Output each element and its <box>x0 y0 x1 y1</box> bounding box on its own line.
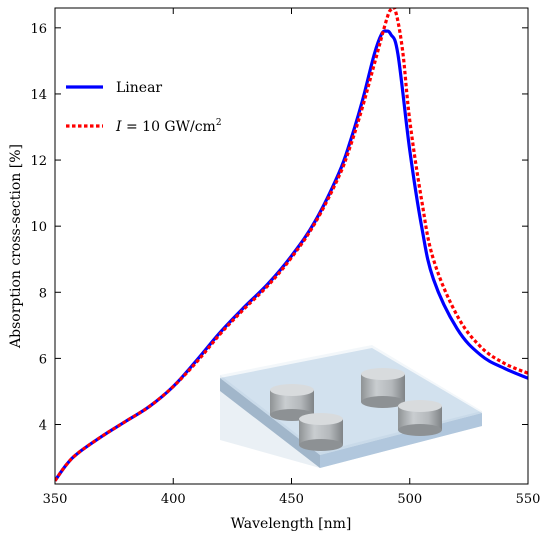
legend-label-linear: Linear <box>116 80 162 96</box>
y-tick-label: 14 <box>30 88 47 103</box>
y-tick-label: 12 <box>30 154 47 169</box>
substrate-left-side <box>220 378 320 468</box>
x-tick-label: 450 <box>279 492 304 507</box>
x-tick-label: 500 <box>397 492 422 507</box>
x-tick-label: 550 <box>516 492 541 507</box>
y-axis-title: Absorption cross-section [%] <box>8 144 24 349</box>
pillar-front-left <box>299 413 343 451</box>
y-tick-label: 6 <box>39 352 47 367</box>
x-axis-title: Wavelength [nm] <box>231 516 352 532</box>
x-tick-label: 350 <box>43 492 68 507</box>
inset-nanostructure-illustration <box>220 345 482 468</box>
legend-label-intensity: I = 10 GW/cm2 <box>115 118 222 135</box>
series-line-intensity-10 <box>55 8 528 482</box>
y-tick-label: 10 <box>30 220 47 235</box>
legend: Linear I = 10 GW/cm2 <box>66 80 222 135</box>
cover-left-wall <box>220 375 320 468</box>
pillar-back-left <box>270 384 314 421</box>
y-tick-label: 8 <box>39 286 47 301</box>
y-tick-label: 4 <box>39 419 47 434</box>
x-axis-ticks: 350 400 450 500 550 <box>43 8 541 507</box>
pillar-front-right <box>398 400 442 436</box>
y-tick-label: 16 <box>30 22 47 37</box>
y-axis-ticks: 4 6 8 10 12 14 16 <box>30 22 528 434</box>
pillar-back-right <box>361 368 405 408</box>
x-tick-label: 400 <box>161 492 186 507</box>
